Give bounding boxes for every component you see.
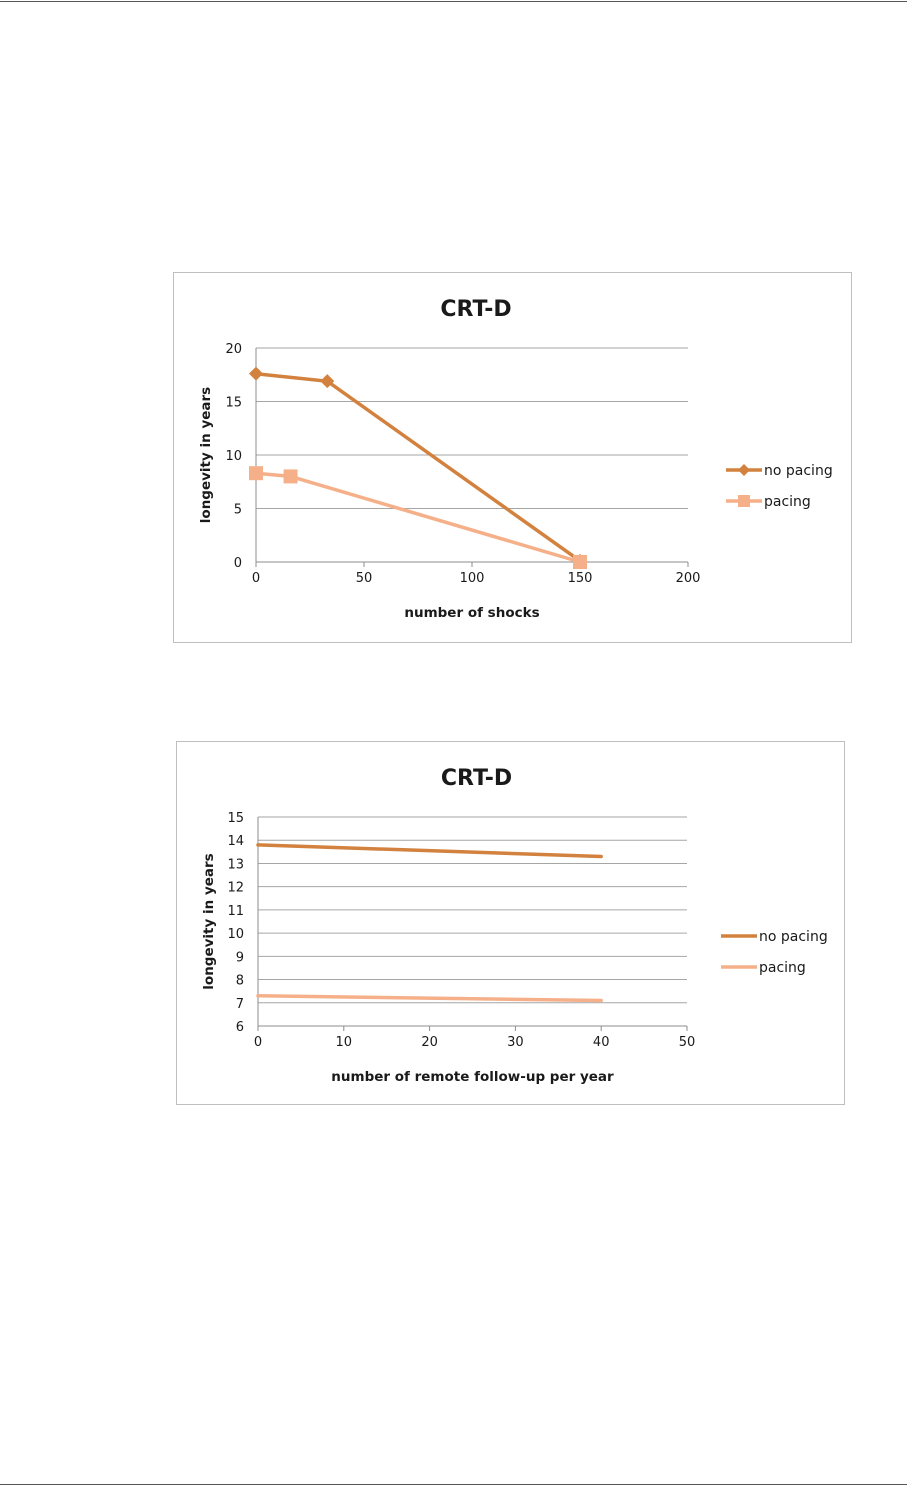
y-tick-label: 6 [236, 1020, 244, 1035]
x-tick-label: 0 [254, 1035, 262, 1050]
data-point-pacing [573, 555, 587, 569]
y-tick-label: 0 [234, 556, 242, 571]
y-tick-label: 10 [225, 449, 242, 464]
chart-followup: CRT-D 6 7 8 9 10 11 12 13 14 15 0 10 20 30 40 50 number o… [201, 766, 828, 1085]
y-tick-label: 11 [227, 904, 244, 919]
y-tick-label: 15 [227, 811, 244, 826]
y-tick-label: 9 [236, 950, 244, 965]
legend-label: no pacing [759, 929, 828, 945]
series-line-pacing [256, 994, 603, 1003]
x-tick-label: 50 [679, 1035, 696, 1050]
data-point-pacing [283, 469, 298, 484]
x-tick-label: 200 [676, 571, 701, 586]
legend-label: no pacing [764, 463, 833, 479]
y-tick-label: 5 [234, 503, 242, 518]
chart-title: CRT-D [441, 766, 512, 791]
y-tick-label: 8 [236, 974, 244, 989]
bottom-rule [0, 1484, 907, 1485]
chart-panel-followup: CRT-D 6 7 8 9 10 11 12 13 14 15 0 10 20 30 40 50 number o… [176, 741, 845, 1105]
y-tick-label: 10 [227, 927, 244, 942]
legend-marker [738, 464, 750, 476]
x-tick-label: 100 [460, 571, 485, 586]
y-tick-label: 7 [236, 997, 244, 1012]
chart-panel-shocks: CRT-D 0 5 10 15 20 0 50 100 150 200 number of shock… [173, 272, 852, 643]
data-point-no-pacing [249, 366, 263, 381]
x-tick-label: 150 [568, 571, 593, 586]
x-tick-label: 10 [336, 1035, 353, 1050]
data-point-no-pacing [320, 374, 335, 389]
series-line-no-pacing [256, 843, 603, 859]
top-rule [0, 1, 907, 2]
x-tick-label: 0 [252, 571, 260, 586]
x-axis-label: number of shocks [404, 605, 539, 621]
x-tick-label: 40 [593, 1035, 610, 1050]
y-tick-label: 12 [227, 881, 244, 896]
x-tick-label: 30 [507, 1035, 524, 1050]
legend-label: pacing [759, 960, 806, 976]
y-tick-label: 14 [227, 834, 244, 849]
data-point-pacing [249, 466, 263, 481]
x-tick-label: 20 [421, 1035, 438, 1050]
x-axis-label: number of remote follow-up per year [331, 1069, 614, 1085]
series-line-pacing [254, 471, 582, 564]
x-tick-label: 50 [356, 571, 373, 586]
y-tick-label: 13 [227, 857, 244, 872]
y-tick-label: 20 [225, 342, 242, 357]
legend-label: pacing [764, 494, 811, 510]
y-axis-label: longevity in years [198, 387, 214, 523]
y-tick-label: 15 [225, 396, 242, 411]
chart-title: CRT-D [440, 297, 511, 322]
legend-marker [738, 495, 750, 507]
y-axis-label: longevity in years [201, 853, 217, 989]
